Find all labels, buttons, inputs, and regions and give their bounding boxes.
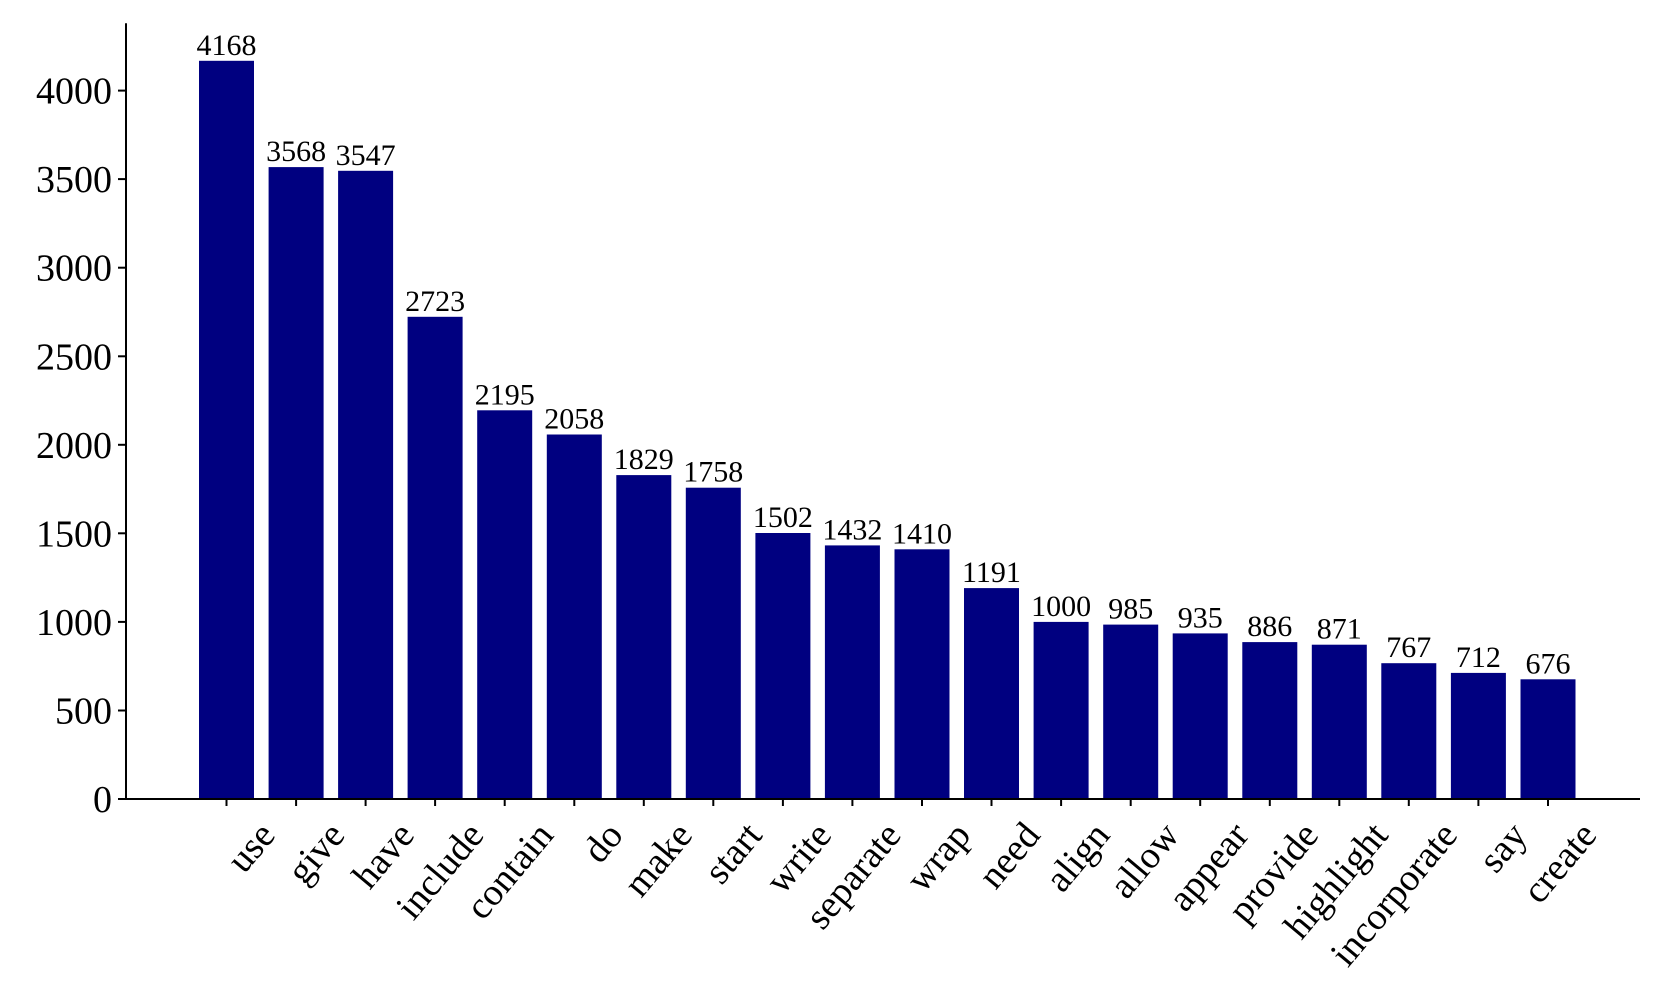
data-label-include: 2723 [405, 285, 465, 318]
data-label-allow: 985 [1108, 593, 1153, 626]
y-tick-label-2500: 2500 [36, 336, 112, 378]
x-tick-label-start: start [696, 814, 771, 891]
x-tick-label-make: make [616, 815, 701, 905]
bar-give [268, 167, 324, 800]
data-label-separate: 1432 [822, 513, 882, 546]
y-tick-label-1000: 1000 [36, 602, 112, 644]
data-label-appear: 935 [1178, 601, 1223, 634]
x-tick-label-wrap: wrap [898, 815, 979, 900]
data-label-align: 1000 [1031, 590, 1091, 623]
data-label-say: 712 [1456, 641, 1501, 674]
bar-provide [1242, 642, 1298, 799]
data-label-write: 1502 [753, 501, 813, 534]
bar-write [755, 533, 811, 799]
data-label-have: 3547 [336, 139, 396, 172]
data-label-incorporate: 767 [1386, 631, 1431, 664]
y-tick-label-3500: 3500 [36, 159, 112, 201]
x-tick-label-use: use [219, 815, 284, 881]
bar-use [199, 60, 254, 800]
y-tick-label-0: 0 [93, 779, 112, 821]
bar-highlight [1311, 644, 1367, 799]
bar-wrap [894, 549, 950, 799]
data-label-contain: 2195 [475, 378, 535, 411]
bar-need [964, 588, 1019, 799]
y-tick-label-500: 500 [55, 691, 112, 733]
data-label-create: 676 [1526, 647, 1571, 680]
data-label-wrap: 1410 [892, 517, 952, 550]
bar-have [338, 170, 394, 800]
data-label-need: 1191 [962, 556, 1021, 589]
bar-create [1520, 679, 1576, 799]
y-tick-label-3000: 3000 [36, 248, 112, 290]
bar-separate [824, 545, 880, 799]
bar-start [685, 487, 741, 799]
bar-say [1450, 672, 1506, 799]
data-label-provide: 886 [1247, 610, 1292, 643]
data-label-use: 4168 [197, 29, 257, 62]
y-tick-label-2000: 2000 [36, 425, 112, 467]
x-tick-label-create: create [1515, 815, 1605, 911]
x-tick-label-do: do [575, 815, 632, 871]
bar-appear [1172, 633, 1228, 799]
bar-do [546, 434, 602, 799]
data-label-highlight: 871 [1317, 613, 1362, 646]
bar-align [1033, 621, 1089, 799]
bar-contain [477, 410, 533, 799]
bar-allow [1103, 624, 1159, 799]
bar-include [407, 316, 463, 799]
x-tick-label-give: give [279, 815, 353, 892]
x-tick-label-align: align [1037, 815, 1118, 900]
data-labels-group: 4168 3568 3547 2723 2195 2058 1829 1758 1502 1432… [197, 29, 1571, 680]
y-tick-label-1500: 1500 [36, 513, 112, 555]
y-tick-label-4000: 4000 [36, 71, 112, 113]
data-label-give: 3568 [266, 135, 326, 168]
y-axis: 0 500 1000 1500 2000 2500 3000 3500 4000 [36, 23, 127, 821]
data-label-make: 1829 [614, 443, 674, 476]
bar-incorporate [1381, 663, 1437, 799]
data-label-start: 1758 [683, 456, 743, 489]
data-label-do: 2058 [544, 403, 604, 436]
bars-group [199, 60, 1576, 800]
x-tick-label-need: need [970, 815, 1048, 897]
bar-make [616, 475, 672, 799]
